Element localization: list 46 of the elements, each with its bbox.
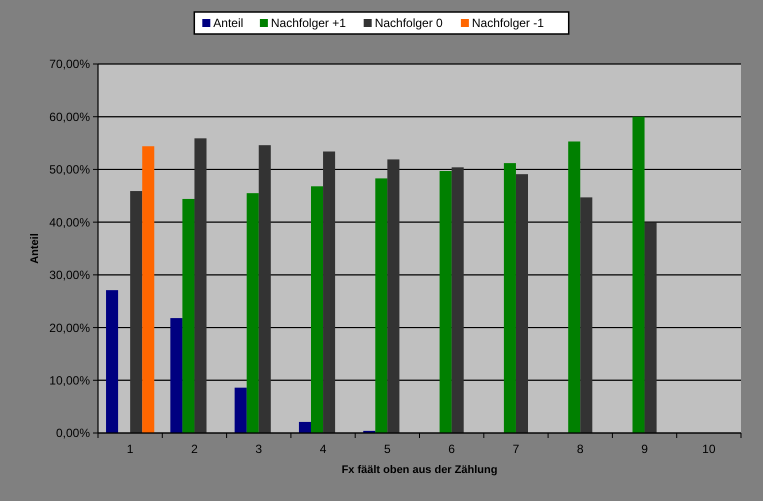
legend-label: Anteil	[213, 16, 244, 30]
y-tick-label: 10,00%	[49, 373, 90, 388]
legend-label: Nachfolger +1	[270, 16, 346, 30]
x-axis-title: Fx fäält oben aus der Zählung	[342, 464, 498, 476]
bar	[194, 138, 207, 433]
y-tick-label: 70,00%	[49, 57, 90, 72]
bar	[440, 171, 452, 433]
bar	[632, 116, 645, 433]
bar	[130, 191, 142, 433]
bar	[568, 141, 580, 433]
legend-label: Nachfolger -1	[472, 16, 544, 30]
bar	[644, 222, 657, 433]
bar	[106, 290, 118, 433]
x-tick-label: 8	[576, 442, 584, 456]
bar	[234, 388, 247, 433]
bar	[182, 198, 194, 433]
bar	[516, 174, 528, 433]
bar	[375, 178, 388, 433]
bar	[246, 193, 259, 433]
bar	[310, 186, 324, 433]
y-axis-title: Anteil	[29, 233, 41, 264]
bar	[504, 163, 516, 433]
legend-label: Nachfolger 0	[374, 16, 444, 30]
x-tick-label: 6	[448, 442, 456, 456]
x-tick-label: 5	[384, 442, 392, 456]
y-tick-label: 30,00%	[49, 268, 90, 282]
y-tick-label: 40,00%	[49, 215, 90, 230]
x-tick-label: 10	[702, 442, 716, 456]
bar	[258, 145, 271, 433]
x-tick-label: 9	[641, 442, 648, 456]
x-tick-label: 4	[320, 442, 327, 456]
y-tick-label: 20,00%	[49, 320, 90, 335]
x-tick-label: 2	[191, 442, 198, 456]
y-tick-label: 50,00%	[49, 162, 90, 177]
x-tick-label: 1	[126, 442, 134, 456]
bar	[323, 152, 336, 433]
bar	[298, 422, 311, 433]
bar	[452, 167, 464, 433]
x-tick-label: 3	[255, 442, 262, 456]
y-tick-label: 60,00%	[49, 110, 90, 124]
y-tick-label: 0,00%	[56, 426, 90, 440]
bar	[142, 146, 154, 433]
bar	[580, 197, 592, 433]
x-tick-label: 7	[512, 442, 520, 456]
bar	[170, 318, 182, 433]
bar	[387, 159, 400, 433]
